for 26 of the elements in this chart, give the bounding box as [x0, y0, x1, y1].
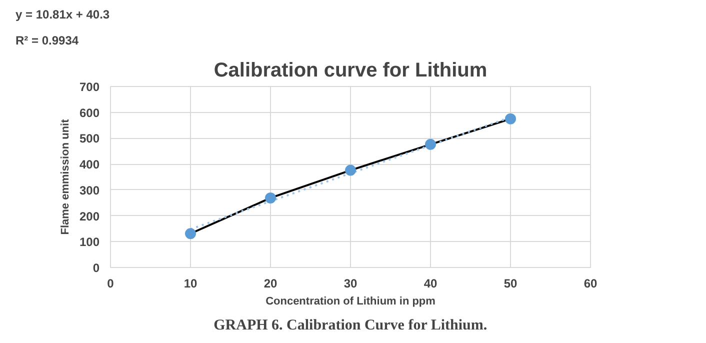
point [505, 113, 516, 124]
y-tick-label: 700 [79, 80, 100, 94]
point [345, 164, 356, 176]
x-tick-label: 40 [424, 276, 438, 290]
point [265, 192, 276, 204]
chart-title: Calibration curve for Lithium [214, 60, 488, 82]
y-tick-label: 0 [92, 261, 100, 275]
y-tick-label: 100 [79, 235, 100, 250]
x-axis-title: Concentration of Lithium in ppm [266, 296, 436, 308]
x-tick-label: 10 [184, 276, 198, 290]
y-tick-label: 300 [79, 183, 100, 198]
x-tick-label: 20 [264, 276, 278, 290]
x-tick-label: 60 [584, 276, 598, 290]
x-tick-label: 30 [344, 276, 358, 290]
text: R² = 0.9934 [16, 34, 79, 48]
y-axis-title: Flame emmission unit [59, 118, 72, 235]
text: y = 10.81x + 40.3 [16, 8, 110, 22]
caption: GRAPH 6. Calibration Curve for Lithium. [214, 318, 488, 334]
y-tick-label: 400 [79, 158, 100, 172]
x-tick-label: 0 [107, 276, 114, 290]
y-tick-label: 600 [79, 106, 100, 120]
y-tick-label: 500 [79, 132, 100, 146]
point [185, 228, 196, 240]
point [425, 138, 436, 150]
y-tick-label: 200 [79, 209, 100, 224]
x-tick-label: 50 [504, 276, 518, 290]
